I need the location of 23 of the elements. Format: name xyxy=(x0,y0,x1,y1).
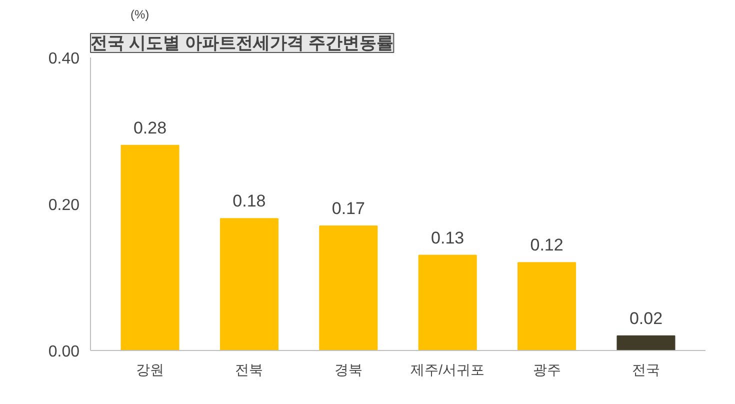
data-label: 0.12 xyxy=(530,236,564,255)
y-tick-label: 0.40 xyxy=(48,50,80,68)
x-tick-label: 전국 xyxy=(632,362,660,378)
x-tick-label: 강원 xyxy=(136,362,164,378)
data-label: 0.18 xyxy=(232,192,266,211)
x-tick-label: 경북 xyxy=(334,362,362,378)
bar xyxy=(418,254,477,350)
y-tick-label: 0.00 xyxy=(48,344,80,360)
chart-title: 전국 시도별 아파트전세가격 주간변동률 xyxy=(90,34,394,52)
data-label: 0.13 xyxy=(431,228,464,248)
bar xyxy=(220,218,278,350)
bar xyxy=(616,335,676,350)
bar xyxy=(120,144,180,350)
bar xyxy=(319,225,378,350)
data-label: 0.02 xyxy=(629,308,663,328)
x-tick-label: 전북 xyxy=(235,362,264,378)
y-tick-label: 0.20 xyxy=(48,197,80,214)
x-tick-label: 제주/서귀포 xyxy=(410,362,485,378)
y-axis-title: (%) xyxy=(130,8,150,22)
data-label: 0.28 xyxy=(133,118,167,138)
x-tick-label: 광주 xyxy=(532,362,561,378)
bar xyxy=(518,262,576,350)
data-label: 0.17 xyxy=(332,198,365,218)
